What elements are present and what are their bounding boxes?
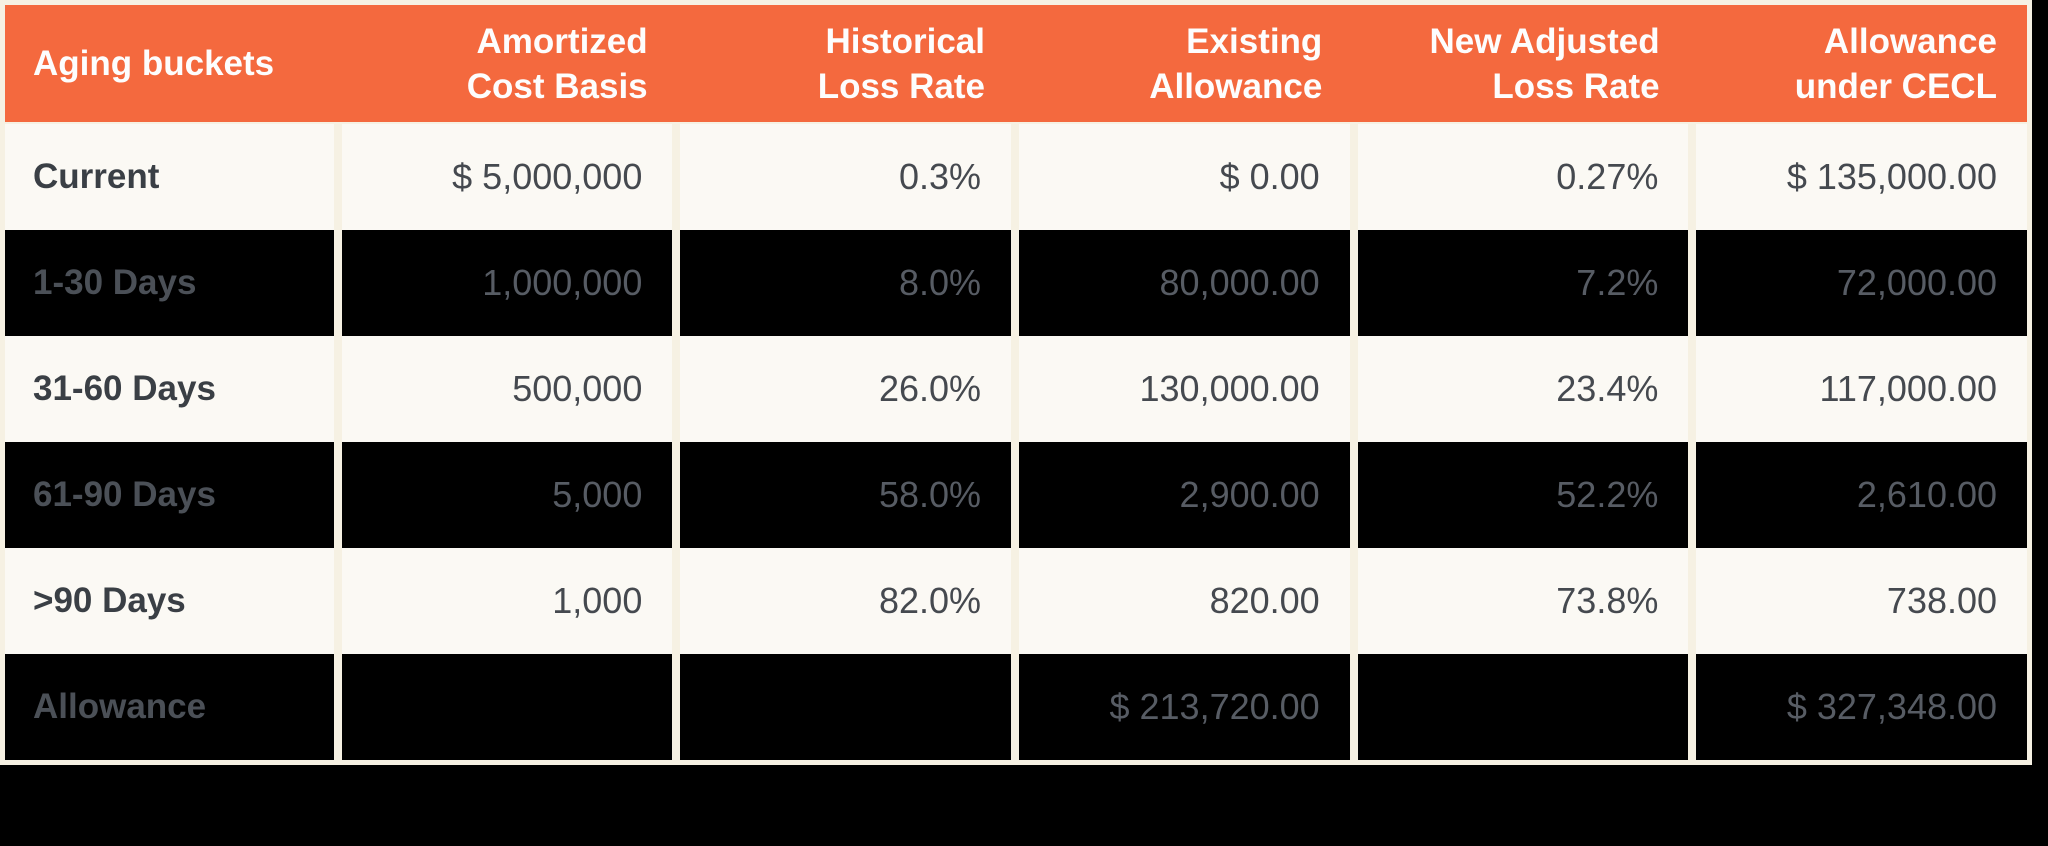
- cell-amortized-cost-basis: 5,000: [341, 442, 673, 548]
- header-line: Allowance: [1149, 66, 1323, 106]
- cell-amortized-cost-basis: 1,000,000: [341, 230, 673, 336]
- table-row-31-60-days: 31-60 Days 500,000 26.0% 130,000.00 23.4…: [5, 336, 2028, 442]
- table-row-61-90-days: 61-90 Days 5,000 58.0% 2,900.00 52.2% 2,…: [5, 442, 2028, 548]
- cell-new-adjusted-loss-rate: 52.2%: [1357, 442, 1689, 548]
- cell-new-adjusted-loss-rate: [1357, 654, 1689, 760]
- cell-amortized-cost-basis: 1,000: [341, 548, 673, 654]
- cell-existing-allowance: 820.00: [1019, 548, 1350, 654]
- header-amortized-cost-basis: Amortized Cost Basis: [340, 5, 677, 122]
- header-line: Allowance: [1823, 21, 1997, 61]
- cell-allowance-under-cecl: 72,000.00: [1696, 230, 2028, 336]
- cell-existing-allowance: $ 213,720.00: [1019, 654, 1350, 760]
- cell-allowance-under-cecl: $ 135,000.00: [1696, 124, 2028, 230]
- cell-amortized-cost-basis: [341, 654, 673, 760]
- cell-amortized-cost-basis: 500,000: [341, 336, 673, 442]
- cell-existing-allowance: 80,000.00: [1019, 230, 1350, 336]
- header-line: Historical: [825, 21, 985, 61]
- table-row-current: Current $ 5,000,000 0.3% $ 0.00 0.27% $ …: [5, 124, 2028, 230]
- header-line: Loss Rate: [817, 66, 985, 106]
- cell-new-adjusted-loss-rate: 73.8%: [1357, 548, 1689, 654]
- header-line: Loss Rate: [1492, 66, 1660, 106]
- cell-historical-loss-rate: [680, 654, 1012, 760]
- table-row-allowance-total: Allowance $ 213,720.00 $ 327,348.00: [5, 654, 2028, 760]
- cell-existing-allowance: 130,000.00: [1019, 336, 1350, 442]
- table-header-row: Aging buckets Amortized Cost Basis Histo…: [5, 5, 2027, 122]
- cecl-table: Aging buckets Amortized Cost Basis Histo…: [0, 0, 2032, 765]
- header-line: Cost Basis: [466, 66, 648, 106]
- row-label: 1-30 Days: [5, 230, 334, 336]
- cell-new-adjusted-loss-rate: 0.27%: [1357, 124, 1689, 230]
- cell-allowance-under-cecl: 738.00: [1696, 548, 2028, 654]
- header-allowance-under-cecl: Allowance under CECL: [1690, 5, 2027, 122]
- row-label: 31-60 Days: [5, 336, 334, 442]
- row-label: 61-90 Days: [5, 442, 334, 548]
- header-line: Aging buckets: [33, 44, 275, 83]
- cell-allowance-under-cecl: 2,610.00: [1696, 442, 2028, 548]
- row-label: Current: [5, 124, 334, 230]
- header-line: under CECL: [1794, 66, 1997, 106]
- header-aging-buckets: Aging buckets: [5, 5, 340, 122]
- cell-new-adjusted-loss-rate: 7.2%: [1357, 230, 1689, 336]
- cell-new-adjusted-loss-rate: 23.4%: [1357, 336, 1689, 442]
- cell-existing-allowance: 2,900.00: [1019, 442, 1350, 548]
- header-line: Amortized: [476, 21, 648, 61]
- header-new-adjusted-loss-rate: New Adjusted Loss Rate: [1352, 5, 1689, 122]
- table-body: Current $ 5,000,000 0.3% $ 0.00 0.27% $ …: [5, 124, 2028, 760]
- cell-existing-allowance: $ 0.00: [1019, 124, 1350, 230]
- cell-historical-loss-rate: 26.0%: [680, 336, 1012, 442]
- header-line: Existing: [1186, 21, 1323, 61]
- cell-allowance-under-cecl: $ 327,348.00: [1696, 654, 2028, 760]
- table-row-over-90-days: >90 Days 1,000 82.0% 820.00 73.8% 738.00: [5, 548, 2028, 654]
- cell-historical-loss-rate: 8.0%: [680, 230, 1012, 336]
- cell-amortized-cost-basis: $ 5,000,000: [341, 124, 673, 230]
- table-row-1-30-days: 1-30 Days 1,000,000 8.0% 80,000.00 7.2% …: [5, 230, 2028, 336]
- cell-historical-loss-rate: 0.3%: [680, 124, 1012, 230]
- header-line: New Adjusted: [1429, 21, 1660, 61]
- cell-historical-loss-rate: 82.0%: [680, 548, 1012, 654]
- header-historical-loss-rate: Historical Loss Rate: [678, 5, 1015, 122]
- cell-historical-loss-rate: 58.0%: [680, 442, 1012, 548]
- row-label: Allowance: [5, 654, 334, 760]
- cell-allowance-under-cecl: 117,000.00: [1696, 336, 2028, 442]
- row-label: >90 Days: [5, 548, 334, 654]
- header-existing-allowance: Existing Allowance: [1015, 5, 1352, 122]
